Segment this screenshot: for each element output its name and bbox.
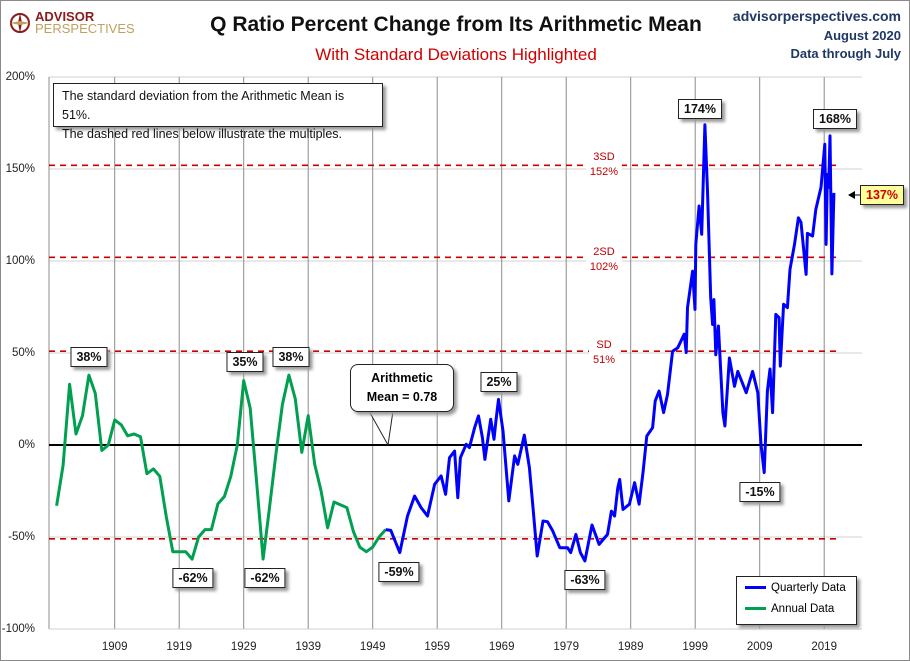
x-tick-label: 1909 [101, 641, 128, 653]
annotation-trough-2009: -15% [739, 482, 781, 502]
logo-line1: ADVISOR [35, 9, 95, 24]
annotation-trough-1982: -63% [564, 570, 606, 590]
annotation-peak-1929: 35% [226, 352, 264, 372]
mean-callout-line2: Mean = 0.78 [366, 390, 438, 404]
annotation-trough-1953: -59% [378, 562, 420, 582]
x-tick-label: 1999 [682, 641, 708, 653]
x-tick-label: 1959 [424, 641, 450, 653]
annotation-peak-2020: 168% [813, 109, 857, 129]
chart-subtitle: With Standard Deviations Highlighted [315, 45, 597, 64]
sd-label-1: SD 51% [588, 338, 620, 368]
x-tick-label: 2019 [811, 641, 837, 653]
annotation-peak-1968: 25% [480, 372, 518, 392]
x-tick-label: 1979 [553, 641, 579, 653]
y-tick-label: 0% [18, 439, 35, 451]
y-tick-label: -50% [8, 531, 35, 543]
annotation-current-value: 137% [860, 185, 904, 205]
x-tick-label: 1949 [359, 641, 386, 653]
x-tick-label: 1939 [295, 641, 321, 653]
annotation-peak-1905: 38% [70, 347, 108, 367]
legend-item-annual: Annual Data [737, 598, 856, 619]
y-tick-label: -100% [1, 623, 35, 635]
advisor-perspectives-logo: ADVISOR PERSPECTIVES [9, 9, 135, 36]
y-tick-label: 150% [5, 163, 35, 175]
annotation-peak-2000: 174% [678, 99, 722, 119]
annotation-trough-1932: -62% [244, 568, 286, 588]
chart-title: Q Ratio Percent Change from Its Arithmet… [210, 13, 702, 36]
x-tick-label: 1929 [230, 641, 257, 653]
sd-label-2: 2SD 102% [585, 245, 623, 275]
compass-icon [10, 13, 30, 33]
quarterly-data-line [385, 123, 836, 563]
quarterly-swatch [745, 586, 766, 589]
legend-item-quarterly: Quarterly Data [737, 577, 856, 598]
mean-callout-line1: Arithmetic [371, 371, 433, 385]
sd-note: The standard deviation from the Arithmet… [53, 83, 383, 141]
y-tick-label: 100% [5, 255, 35, 267]
x-tick-label: 2009 [746, 641, 773, 653]
mean-callout: Arithmetic Mean = 0.78 [350, 364, 454, 412]
annotation-trough-1921: -62% [172, 568, 214, 588]
data-through: Data through July [790, 46, 901, 61]
y-tick-label: 50% [11, 347, 35, 359]
legend: Quarterly Data Annual Data [736, 576, 857, 625]
x-tick-label: 1989 [617, 641, 644, 653]
logo-line2: PERSPECTIVES [35, 21, 135, 36]
note-line-2: The dashed red lines below illustrate th… [62, 127, 343, 141]
site-name: advisorperspectives.com [732, 8, 901, 24]
annotation-peak-1936: 38% [272, 347, 310, 367]
annual-swatch [745, 607, 766, 610]
publish-date: August 2020 [823, 28, 901, 43]
y-tick-label: 200% [5, 71, 35, 83]
x-tick-label: 1919 [166, 641, 192, 653]
annual-data-line [55, 373, 387, 561]
current-arrow-icon [848, 191, 855, 199]
note-line-1: The standard deviation from the Arithmet… [62, 89, 345, 122]
x-tick-label: 1969 [488, 641, 515, 653]
sd-label-3: 3SD 152% [585, 150, 623, 180]
